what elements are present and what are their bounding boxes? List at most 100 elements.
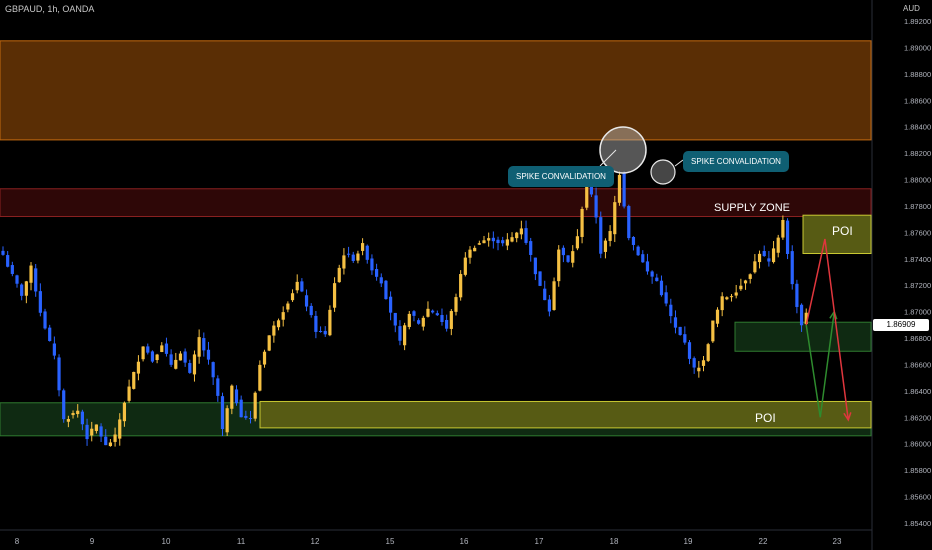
- candle-body: [669, 304, 673, 317]
- candle-body: [757, 253, 762, 263]
- candle-body: [659, 280, 664, 296]
- candle-body: [1, 250, 5, 255]
- candle-body: [290, 293, 295, 301]
- candle-body: [575, 236, 580, 249]
- candle-body: [379, 277, 383, 284]
- candle-body: [24, 281, 28, 296]
- candle-body: [482, 240, 486, 244]
- candle-body: [468, 249, 472, 258]
- poi-upper-label: POI: [832, 224, 853, 238]
- current-price-tag: 1.86909: [873, 319, 929, 331]
- candle-body: [10, 265, 14, 274]
- candle-body: [370, 258, 374, 271]
- candle-body: [771, 248, 776, 263]
- candle-body: [346, 253, 351, 255]
- candle-body: [309, 305, 313, 316]
- zone-0: [0, 40, 872, 141]
- candle-body: [248, 418, 253, 420]
- candle-body: [132, 371, 136, 389]
- candle-body: [262, 351, 267, 365]
- price-tick-label: 1.87000: [904, 308, 931, 317]
- candle-body: [655, 277, 659, 282]
- candle-body: [501, 240, 505, 244]
- candle-body: [43, 311, 47, 329]
- time-tick-label: 12: [311, 537, 320, 546]
- candle-body: [52, 343, 56, 356]
- zone-3: [734, 321, 872, 352]
- candle-body: [440, 315, 444, 323]
- price-tick-label: 1.85400: [904, 519, 931, 528]
- candle-body: [113, 434, 117, 442]
- price-tick-label: 1.85600: [904, 493, 931, 502]
- price-tick-label: 1.85800: [904, 466, 931, 475]
- price-tick-label: 1.87800: [904, 202, 931, 211]
- currency-label: AUD: [903, 4, 920, 13]
- candle-body: [403, 325, 407, 346]
- candle-body: [510, 237, 514, 242]
- candle-body: [150, 351, 155, 362]
- candle-body: [108, 442, 113, 447]
- projection-arrowhead-red: [843, 412, 852, 422]
- price-tick-label: 1.88600: [904, 96, 931, 105]
- candle-body: [515, 232, 519, 239]
- candle-body: [118, 419, 122, 439]
- candle-body: [295, 281, 299, 291]
- candle-body: [407, 313, 411, 327]
- candle-body: [566, 255, 570, 262]
- candle-body: [753, 261, 757, 273]
- time-tick-label: 18: [610, 537, 619, 546]
- candle-body: [711, 320, 715, 342]
- candle-body: [599, 217, 603, 254]
- zone-2: [802, 214, 872, 255]
- candle-body: [48, 327, 52, 342]
- candle-body: [739, 285, 743, 290]
- price-tick-label: 1.88200: [904, 149, 931, 158]
- candle-body: [580, 208, 584, 237]
- candle-body: [505, 239, 509, 246]
- candle-body: [66, 419, 70, 422]
- candle-body: [206, 349, 211, 360]
- zones-layer: [0, 40, 872, 437]
- candle-body: [421, 317, 425, 327]
- candle-body: [725, 297, 729, 300]
- candle-body: [258, 364, 262, 391]
- candle-body: [594, 195, 598, 218]
- spike-leader-2: [674, 159, 684, 167]
- candle-body: [585, 177, 589, 208]
- candle-body: [146, 346, 150, 353]
- candle-body: [715, 309, 720, 324]
- candle-body: [487, 238, 491, 241]
- candle-body: [729, 296, 734, 298]
- candle-body: [155, 354, 159, 361]
- candle-body: [6, 255, 10, 267]
- candle-body: [459, 274, 463, 298]
- candle-body: [169, 354, 173, 365]
- candle-body: [20, 284, 24, 296]
- candle-body: [748, 274, 752, 279]
- candle-body: [673, 317, 678, 328]
- candle-body: [192, 354, 197, 375]
- candle-body: [234, 389, 239, 404]
- candle-body: [804, 312, 808, 325]
- candle-body: [253, 392, 257, 419]
- candle-body: [220, 396, 225, 430]
- symbol-info: GBPAUD, 1h, OANDA: [5, 4, 95, 14]
- candle-body: [225, 408, 229, 433]
- candle-body: [356, 253, 360, 261]
- candle-body: [617, 174, 622, 203]
- candle-body: [314, 315, 318, 332]
- candle-body: [608, 231, 612, 241]
- candle-body: [104, 436, 108, 446]
- candle-body: [641, 254, 645, 263]
- candle-body: [720, 296, 724, 311]
- candle-body: [795, 283, 799, 307]
- price-tick-label: 1.87200: [904, 281, 931, 290]
- candle-body: [533, 257, 537, 275]
- candle-body: [781, 220, 785, 238]
- candle-body: [318, 331, 323, 333]
- candle-body: [375, 269, 379, 277]
- time-tick-label: 8: [15, 537, 20, 546]
- candle-body: [127, 386, 131, 401]
